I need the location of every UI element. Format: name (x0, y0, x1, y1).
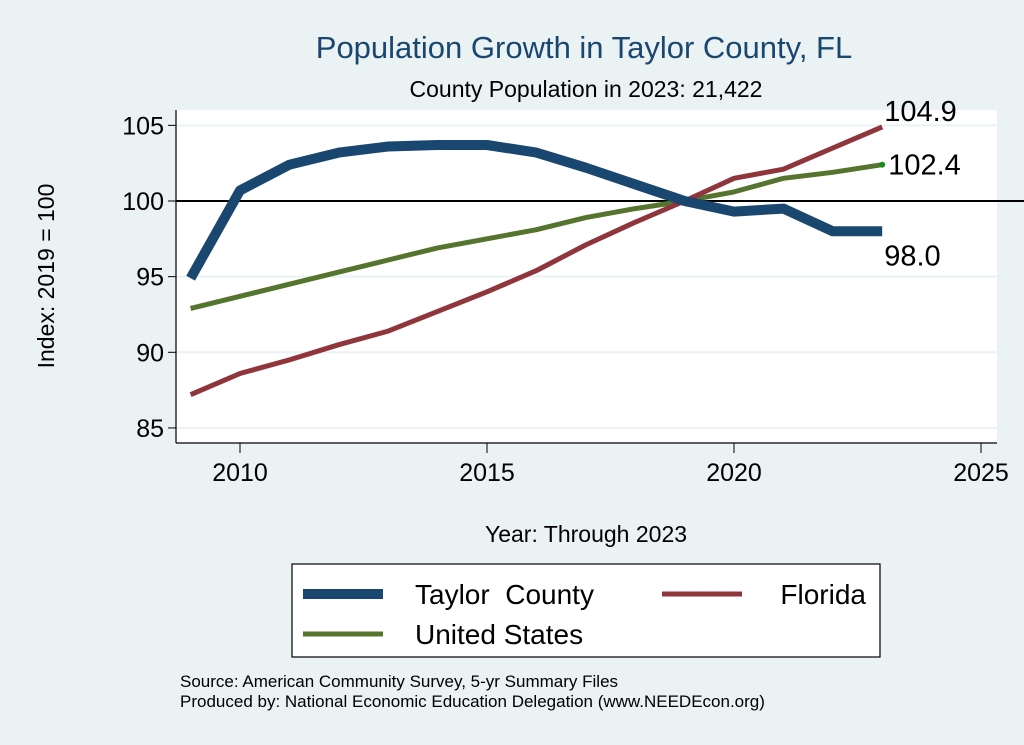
y-tick-label: 90 (136, 339, 164, 367)
series-line-united-states (190, 162, 883, 311)
legend-label: Taylor County (415, 579, 594, 610)
y-axis-label: Index: 2019 = 100 (33, 184, 59, 369)
chart-title: Population Growth in Taylor County, FL (316, 30, 852, 65)
legend: Taylor County Florida United States (291, 563, 881, 658)
series-line-taylor-county (186, 140, 883, 281)
y-tick-label: 95 (136, 264, 164, 292)
x-tick-label: 2010 (212, 459, 268, 487)
end-label: 102.4 (888, 150, 961, 182)
end-labels: 98.0 104.9 102.4 (879, 96, 961, 272)
series-line-florida (189, 124, 884, 397)
y-tick-label: 85 (136, 415, 164, 443)
legend-label: Florida (780, 579, 866, 610)
axes: 85 90 95 100 105 2010 2015 2020 2025 (122, 110, 1009, 487)
series-lines (186, 124, 884, 397)
end-label: 104.9 (884, 96, 957, 128)
legend-label: United States (415, 619, 583, 650)
legend-box (291, 563, 881, 658)
y-tick-label: 105 (122, 112, 164, 140)
end-marker (879, 161, 886, 168)
y-tick-label: 100 (122, 188, 164, 216)
produced-by-note: Produced by: National Economic Education… (180, 692, 765, 711)
x-tick-label: 2020 (706, 459, 762, 487)
chart-subtitle: County Population in 2023: 21,422 (410, 76, 763, 102)
x-tick-label: 2025 (953, 459, 1009, 487)
x-axis-label: Year: Through 2023 (485, 521, 687, 547)
x-tick-label: 2015 (459, 459, 515, 487)
source-note: Source: American Community Survey, 5-yr … (180, 672, 619, 691)
end-label: 98.0 (884, 240, 940, 272)
